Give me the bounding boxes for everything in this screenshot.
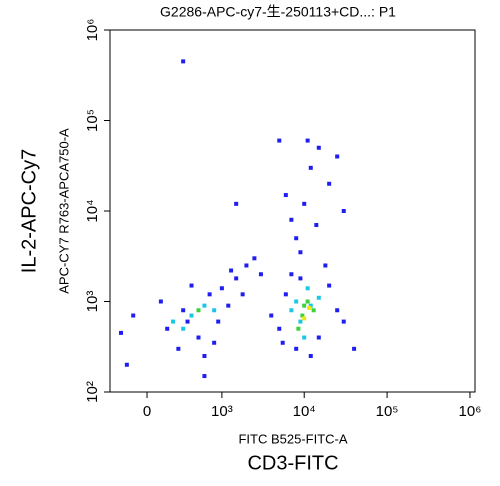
point — [283, 292, 288, 297]
point — [181, 326, 186, 331]
point — [252, 256, 257, 261]
point — [294, 236, 299, 241]
y-tick-label: 10⁶ — [84, 19, 101, 42]
point — [302, 316, 307, 321]
point — [294, 346, 299, 351]
point — [258, 272, 263, 277]
x-tick-label: 0 — [143, 403, 151, 420]
point — [181, 59, 186, 64]
point — [294, 299, 299, 304]
point — [124, 362, 129, 367]
point — [119, 330, 124, 335]
point — [226, 303, 231, 308]
point — [202, 374, 207, 379]
point — [229, 268, 234, 273]
point — [171, 319, 176, 324]
point — [277, 326, 282, 331]
point — [216, 319, 221, 324]
point — [298, 276, 303, 281]
point — [234, 201, 239, 206]
point — [335, 308, 340, 313]
point — [189, 313, 194, 318]
point — [352, 346, 357, 351]
point — [308, 303, 313, 308]
point — [234, 276, 239, 281]
plot-frame — [109, 29, 476, 393]
point — [296, 326, 301, 331]
point — [341, 319, 346, 324]
point — [308, 165, 313, 170]
point — [302, 303, 307, 308]
point — [202, 353, 207, 358]
point — [289, 272, 294, 277]
point — [316, 335, 321, 340]
point — [305, 299, 310, 304]
point — [302, 201, 307, 206]
point — [185, 319, 190, 324]
chart-title: G2286-APC-cy7-生-250113+CD...: P1 — [160, 4, 396, 20]
point — [207, 292, 212, 297]
point — [341, 209, 346, 213]
y-tick-label: 10³ — [84, 291, 101, 313]
x-tick-label: 10⁶ — [459, 403, 482, 420]
point — [181, 308, 186, 313]
point — [327, 181, 332, 186]
point — [308, 353, 313, 358]
point — [323, 263, 328, 268]
point — [219, 286, 224, 291]
point — [298, 250, 303, 255]
point — [335, 154, 340, 159]
point — [307, 305, 312, 310]
point — [316, 295, 321, 300]
x-axis-title: CD3-FITC — [247, 452, 338, 474]
point — [212, 340, 217, 345]
point — [212, 308, 217, 313]
x-tick-label: 10⁴ — [293, 403, 316, 420]
point — [202, 303, 207, 308]
y-tick-label: 10⁴ — [84, 199, 101, 222]
point — [314, 223, 319, 228]
point — [277, 138, 282, 143]
point — [305, 138, 310, 143]
point — [131, 313, 136, 318]
point — [196, 335, 201, 340]
x-tick-label: 10⁵ — [376, 403, 399, 420]
point — [298, 319, 303, 324]
point — [283, 193, 288, 198]
point — [327, 283, 332, 288]
x-axis-label: FITC B525-FITC-A — [238, 431, 347, 446]
point — [289, 217, 294, 222]
point — [280, 340, 285, 345]
y-tick-label: 10² — [84, 381, 101, 403]
point — [196, 308, 201, 313]
point — [289, 308, 294, 313]
point — [165, 326, 170, 331]
point — [240, 292, 245, 297]
point — [302, 335, 307, 340]
y-axis-label: APC-CY7 R763-APCA750-A — [56, 128, 71, 294]
x-tick-label: 10³ — [211, 403, 233, 420]
point — [158, 299, 163, 304]
point — [300, 313, 305, 318]
point — [311, 308, 316, 313]
point — [176, 346, 181, 351]
point — [269, 313, 274, 318]
point — [189, 283, 194, 288]
y-axis-title: IL-2-APC-Cy7 — [18, 149, 40, 273]
y-tick-label: 10⁵ — [84, 109, 101, 132]
point — [305, 286, 310, 291]
point — [316, 145, 321, 150]
point — [244, 263, 249, 268]
